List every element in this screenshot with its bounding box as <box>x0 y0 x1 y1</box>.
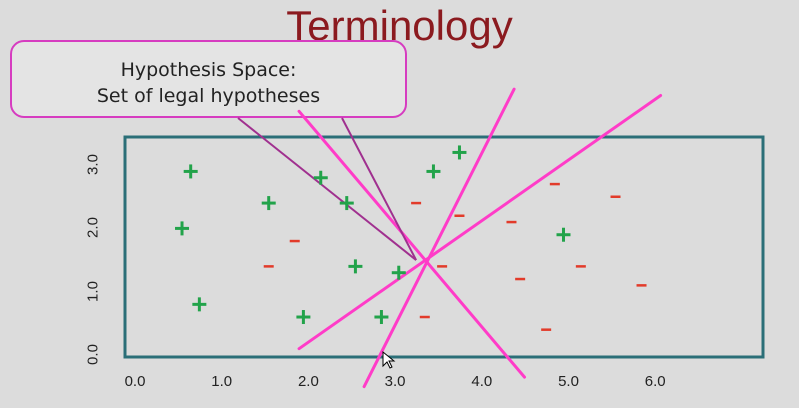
positive-point-5 <box>175 221 190 236</box>
callout-pointer-line-1 <box>237 117 417 261</box>
positive-point-9 <box>374 310 389 325</box>
positive-point-11 <box>426 164 441 179</box>
positive-point-2 <box>261 196 276 211</box>
positive-point-6 <box>192 297 207 312</box>
positive-point-13 <box>556 227 571 242</box>
plot-frame <box>123 135 765 359</box>
mouse-cursor-icon <box>382 350 396 369</box>
positive-point-12 <box>452 145 467 160</box>
x-tick-label: 5.0 <box>558 373 579 390</box>
callout-pointer-line-2 <box>341 117 417 261</box>
hypothesis-line-3 <box>297 93 663 351</box>
y-tick-label: 2.0 <box>84 217 102 239</box>
y-tick-label: 1.0 <box>84 280 102 302</box>
callout-box: Hypothesis Space: Set of legal hypothese… <box>10 40 407 118</box>
callout-line-2: Set of legal hypotheses <box>96 85 321 107</box>
hypothesis-line-2 <box>362 87 516 389</box>
x-tick-label: 1.0 <box>211 373 233 390</box>
positive-point-3 <box>313 170 328 185</box>
positive-point-10 <box>391 265 406 280</box>
callout-line-1: Hypothesis Space: <box>120 59 297 81</box>
positive-point-7 <box>296 310 311 325</box>
x-tick-label: 4.0 <box>471 373 493 390</box>
positive-point-8 <box>348 259 363 274</box>
y-tick-label: 0.0 <box>84 344 102 365</box>
x-tick-label: 0.0 <box>124 373 146 390</box>
x-tick-label: 2.0 <box>297 373 319 390</box>
positive-point-4 <box>339 196 354 211</box>
hypothesis-line-1 <box>297 109 526 379</box>
x-tick-label: 3.0 <box>384 373 406 390</box>
y-tick-label: 3.0 <box>84 154 102 176</box>
x-tick-label: 6.0 <box>644 373 666 390</box>
positive-point-1 <box>183 164 198 179</box>
